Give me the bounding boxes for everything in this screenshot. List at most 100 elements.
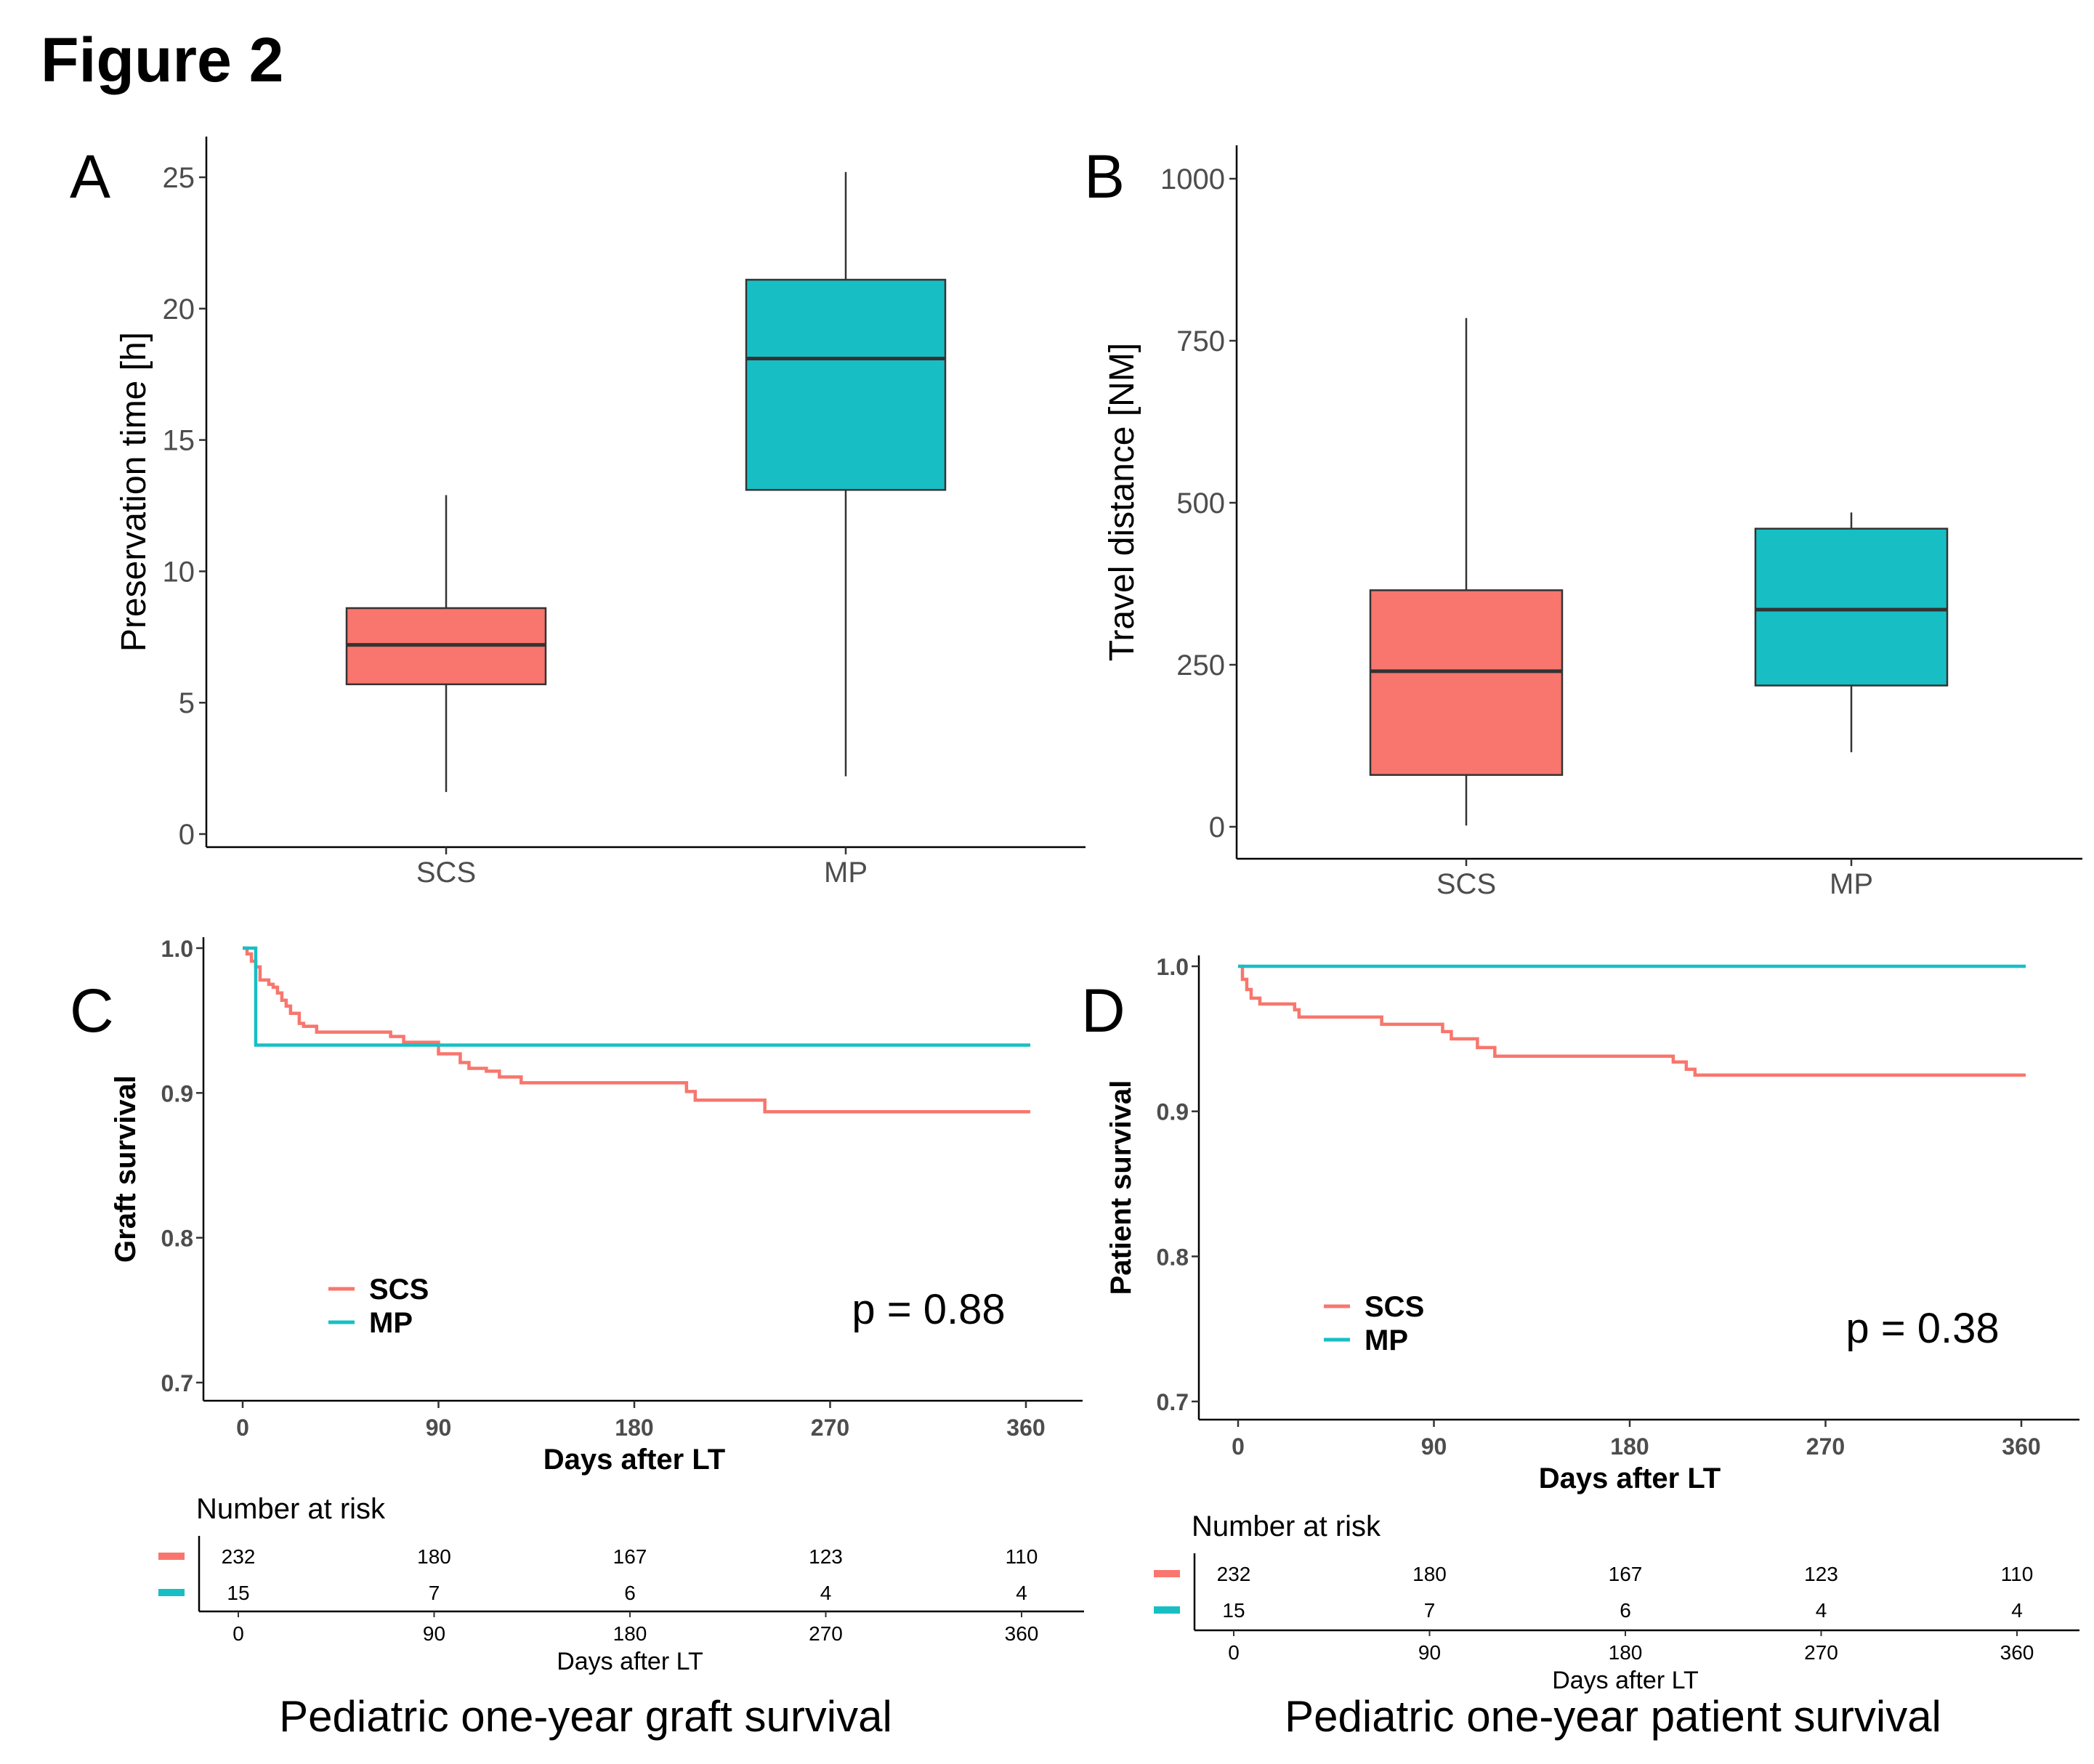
risk-count-mp: 4: [2011, 1599, 2023, 1622]
box-mp: [1754, 527, 1949, 687]
boxplot-preservation-time: 0 5 10 15 20 25 Preservation time [h] SCS MP: [115, 137, 1086, 889]
y-axis-label: Preservation time [h]: [115, 332, 153, 652]
risk-x-tick-label: 0: [233, 1622, 244, 1645]
risk-table-title: Number at risk: [1192, 1510, 1381, 1542]
x-axis-label: Days after LT: [543, 1444, 725, 1476]
p-value: p = 0.88: [852, 1286, 1005, 1333]
x-tick-label: SCS: [416, 857, 476, 889]
km-graft-survival: 0.7 0.8 0.9 1.0 0 90 180 270 360 Days after LT Gra…: [110, 936, 1084, 1675]
risk-table-title: Number at risk: [196, 1493, 386, 1525]
risk-count-mp: 7: [1424, 1599, 1436, 1622]
panel-a: A 0 5 10 15 20 25 Preservation time [h] SCS MP: [70, 137, 1086, 889]
risk-count-mp: 4: [820, 1582, 832, 1604]
risk-x-tick-label: 180: [1609, 1641, 1643, 1664]
y-tick-label: 0.8: [1157, 1244, 1189, 1270]
risk-count-mp: 4: [1816, 1599, 1827, 1622]
y-tick-label: 5: [179, 687, 195, 719]
x-tick-label: 0: [1232, 1433, 1245, 1460]
risk-x-tick-label: 360: [1005, 1622, 1039, 1645]
risk-count-scs: 232: [222, 1545, 256, 1568]
x-tick-label: 270: [811, 1415, 849, 1441]
y-tick-label: 0.7: [1157, 1389, 1189, 1415]
y-tick-label: 750: [1176, 325, 1225, 357]
y-tick-label: 0.9: [1157, 1099, 1189, 1125]
y-tick-label: 0.9: [161, 1080, 193, 1106]
y-tick-label: 0: [1209, 812, 1225, 843]
x-tick-label: 90: [1421, 1433, 1447, 1460]
y-tick-label: 1000: [1160, 163, 1225, 195]
risk-count-scs: 167: [613, 1545, 647, 1568]
y-tick-label: 25: [163, 162, 195, 194]
y-axis-label: Travel distance [NM]: [1103, 343, 1141, 661]
panel-d-caption: Pediatric one-year patient survival: [1285, 1692, 1941, 1741]
panel-d-label: D: [1081, 976, 1125, 1045]
risk-x-tick-label: 270: [809, 1622, 843, 1645]
risk-count-scs: 232: [1217, 1563, 1251, 1585]
box-scs: [1369, 589, 1564, 776]
panel-c-caption: Pediatric one-year graft survival: [279, 1692, 892, 1741]
legend-label-mp: MP: [1365, 1324, 1408, 1356]
risk-x-axis-label: Days after LT: [557, 1648, 703, 1675]
risk-count-scs: 110: [2001, 1563, 2034, 1585]
risk-count-mp: 6: [624, 1582, 636, 1604]
risk-count-scs: 167: [1609, 1563, 1643, 1585]
survival-curve-scs: [1238, 964, 2026, 1077]
risk-count-scs: 123: [1804, 1563, 1838, 1585]
risk-count-mp: 15: [1222, 1599, 1245, 1622]
x-tick-label: MP: [824, 857, 868, 889]
legend-label-scs: SCS: [369, 1274, 429, 1306]
risk-x-tick-label: 270: [1804, 1641, 1838, 1664]
panel-c: C 0.7 0.8 0.9 1.0 0 90 180 270 360 Days after LT G…: [70, 936, 1084, 1741]
panel-b: B 0 250 500 750 1000 Travel distance [NM] SCS M…: [1084, 142, 2082, 900]
risk-x-axis-label: Days after LT: [1552, 1667, 1699, 1694]
boxplot-travel-distance: 0 250 500 750 1000 Travel distance [NM] SCS MP: [1103, 145, 2082, 900]
box-mp: [745, 278, 947, 491]
risk-count-scs: 110: [1006, 1545, 1038, 1568]
x-tick-label: 0: [236, 1415, 249, 1441]
survival-curve-mp: [243, 946, 1030, 1047]
x-tick-label: 180: [615, 1415, 653, 1441]
risk-x-tick-label: 90: [1418, 1641, 1441, 1664]
risk-x-tick-label: 90: [423, 1622, 445, 1645]
risk-x-tick-label: 360: [2000, 1641, 2034, 1664]
x-tick-label: 90: [426, 1415, 452, 1441]
risk-count-mp: 6: [1620, 1599, 1631, 1622]
x-tick-label: 270: [1806, 1433, 1845, 1460]
risk-count-mp: 7: [429, 1582, 440, 1604]
risk-x-tick-label: 0: [1228, 1641, 1240, 1664]
y-tick-label: 10: [163, 556, 195, 588]
survival-curve-scs: [243, 946, 1030, 1114]
panel-c-label: C: [70, 976, 114, 1045]
x-axis-label: Days after LT: [1539, 1462, 1721, 1494]
km-patient-survival: 0.7 0.8 0.9 1.0 0 90 180 270 360 Days after LT Pat…: [1105, 954, 2079, 1694]
x-tick-label: 360: [2002, 1433, 2040, 1460]
y-tick-label: 0: [179, 819, 195, 851]
risk-count-scs: 180: [417, 1545, 451, 1568]
risk-count-scs: 123: [809, 1545, 843, 1568]
y-tick-label: 0.8: [161, 1226, 193, 1252]
panel-a-label: A: [70, 142, 110, 211]
y-tick-label: 20: [163, 294, 195, 325]
legend-label-scs: SCS: [1365, 1291, 1424, 1323]
x-tick-label: 180: [1610, 1433, 1649, 1460]
x-tick-label: SCS: [1436, 868, 1496, 900]
y-axis-label: Graft survival: [110, 1075, 142, 1263]
legend-label-mp: MP: [369, 1307, 413, 1339]
risk-count-mp: 4: [1016, 1582, 1027, 1604]
y-axis-label: Patient survival: [1105, 1080, 1137, 1295]
risk-count-scs: 180: [1412, 1563, 1447, 1585]
panel-b-label: B: [1084, 142, 1125, 211]
figure-title: Figure 2: [41, 25, 284, 95]
p-value: p = 0.38: [1846, 1305, 1999, 1352]
risk-x-tick-label: 180: [613, 1622, 647, 1645]
y-tick-label: 250: [1176, 650, 1225, 681]
y-tick-label: 15: [163, 425, 195, 457]
risk-count-mp: 15: [227, 1582, 249, 1604]
x-tick-label: MP: [1830, 868, 1873, 900]
y-tick-label: 0.7: [161, 1370, 193, 1396]
y-tick-label: 500: [1176, 487, 1225, 519]
x-tick-label: 360: [1006, 1415, 1045, 1441]
y-tick-label: 1.0: [161, 936, 193, 962]
